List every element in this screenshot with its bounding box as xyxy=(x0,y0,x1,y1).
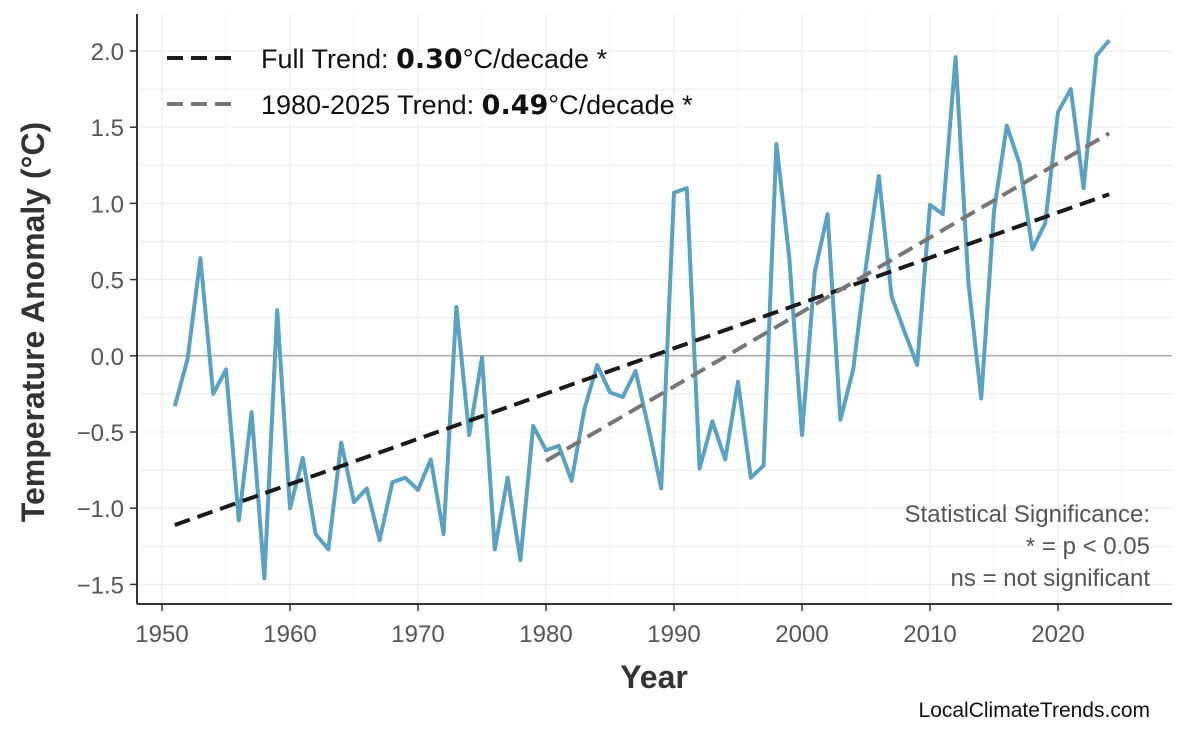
x-tick-label: 2010 xyxy=(903,621,956,648)
x-tick-label: 2000 xyxy=(775,621,828,648)
x-tick-label: 1960 xyxy=(263,621,316,648)
y-tick-label: −1.0 xyxy=(77,496,124,523)
y-tick-label: 0.0 xyxy=(91,344,124,371)
watermark: LocalClimateTrends.com xyxy=(919,699,1150,722)
legend-label-recent-trend: 1980-2025 Trend: 0.49°C/decade * xyxy=(261,90,693,121)
annotation-line-1: Statistical Significance: xyxy=(905,501,1150,528)
x-tick-label: 1970 xyxy=(391,621,444,648)
y-tick-label: 1.5 xyxy=(91,115,124,142)
y-tick-label: 1.0 xyxy=(91,191,124,218)
x-tick-label: 1990 xyxy=(647,621,700,648)
y-ticks: 2.0 1.5 1.0 0.5 0.0 −0.5 −1.0 −1.5 xyxy=(77,39,137,599)
temperature-anomaly-line xyxy=(175,40,1109,578)
y-tick-label: 2.0 xyxy=(91,39,124,66)
trend-lines xyxy=(175,133,1109,525)
x-tick-label: 2020 xyxy=(1031,621,1084,648)
y-tick-label: −0.5 xyxy=(77,420,124,447)
full-trend-line xyxy=(175,194,1109,525)
x-ticks: 1950 1960 1970 1980 1990 2000 2010 2020 xyxy=(135,604,1084,648)
y-tick-label: 0.5 xyxy=(91,268,124,295)
y-axis-label: Temperature Anomaly (°C) xyxy=(15,122,51,522)
x-axis-label: Year xyxy=(620,659,688,695)
series-layer xyxy=(175,40,1110,578)
recent-trend-line xyxy=(546,133,1109,461)
annotation-line-2: * = p < 0.05 xyxy=(1026,533,1150,560)
legend-label-full-trend: Full Trend: 0.30°C/decade * xyxy=(261,44,608,75)
y-tick-label: −1.5 xyxy=(77,572,124,599)
x-tick-label: 1980 xyxy=(519,621,572,648)
legend: Full Trend: 0.30°C/decade * 1980-2025 Tr… xyxy=(167,44,693,121)
x-tick-label: 1950 xyxy=(135,621,188,648)
annotation-line-3: ns = not significant xyxy=(951,565,1151,592)
